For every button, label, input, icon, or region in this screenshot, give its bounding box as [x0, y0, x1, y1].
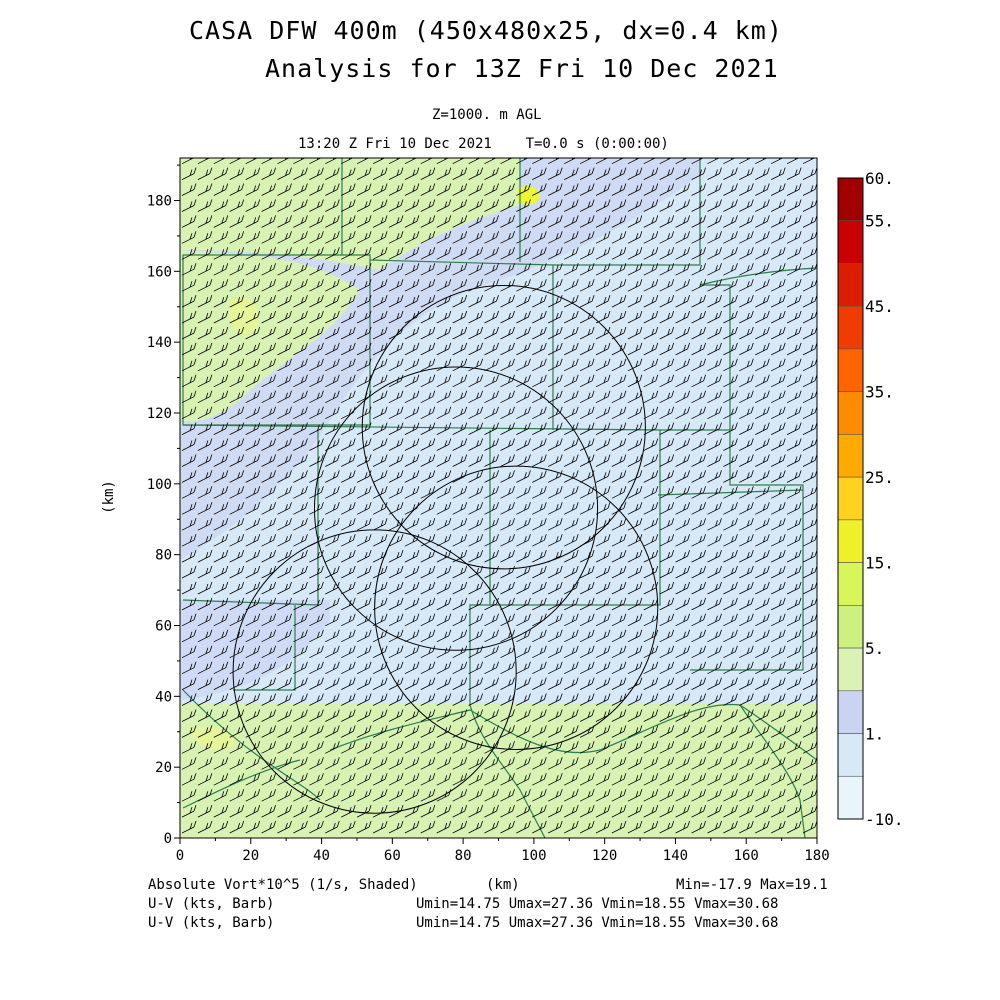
- y-tick-label: 80: [155, 548, 172, 564]
- colorbar-segment: [837, 476, 864, 521]
- wind-label-1: U-V (kts, Barb): [148, 896, 275, 912]
- y-tick-label: 40: [155, 689, 172, 705]
- county-boundaries: [182, 158, 817, 838]
- wind-barb-field: [181, 158, 817, 834]
- colorbar-segment: [837, 305, 864, 350]
- colorbar-segment: [837, 519, 864, 563]
- region-upper-left-green: [180, 250, 360, 422]
- vorticity-field: [180, 158, 817, 838]
- y-tick-label: 160: [147, 264, 172, 280]
- colorbar-segment: [837, 348, 864, 392]
- colorbar-label: -10.: [865, 810, 904, 829]
- x-tick-label: 60: [384, 848, 401, 864]
- county-line: [182, 424, 661, 705]
- y-tick-label: 120: [147, 406, 172, 422]
- lavender-swath-north: [180, 158, 700, 560]
- range-ring: [313, 366, 599, 651]
- colorbar-label: 15.: [865, 554, 894, 573]
- wind-label-2: U-V (kts, Barb): [148, 915, 275, 931]
- title-line-1: CASA DFW 400m (450x480x25, dx=0.4 km): [189, 16, 783, 45]
- county-line: [690, 284, 804, 671]
- colorbar-label: 55.: [865, 212, 894, 231]
- x-tick-label: 100: [521, 848, 546, 864]
- colorbar-segment: [837, 263, 864, 307]
- range-ring: [374, 465, 659, 750]
- colorbar-segment: [837, 391, 864, 435]
- colorbar-segment: [837, 562, 864, 606]
- county-line: [182, 689, 321, 801]
- x-tick-label: 120: [592, 848, 617, 864]
- county-line: [469, 704, 546, 838]
- colorbar-label: 1.: [865, 725, 884, 744]
- colorbar-label: 45.: [865, 297, 894, 316]
- colorbar-segment: [837, 775, 864, 820]
- county-line: [657, 489, 804, 496]
- x-tick-label: 180: [804, 848, 829, 864]
- title-line-2: Analysis for 13Z Fri 10 Dec 2021: [265, 54, 779, 83]
- county-line: [329, 703, 817, 761]
- wind-stats-2: Umin=14.75 Umax=27.36 Vmin=18.55 Vmax=30…: [416, 915, 779, 931]
- y-tick-label: 180: [147, 194, 172, 210]
- colorbar-segment: [837, 605, 864, 649]
- y-tick-label: 20: [155, 760, 172, 776]
- field-label: Absolute Vort*10^5 (1/s, Shaded): [148, 877, 418, 893]
- y-tick-label: 100: [147, 477, 172, 493]
- region-yellow-spot: [518, 185, 540, 205]
- colorbar-segment: [837, 690, 864, 734]
- level-label: Z=1000. m AGL: [432, 107, 542, 123]
- range-ring: [361, 285, 646, 570]
- colorbar-label: 35.: [865, 383, 894, 402]
- y-tick-label: 0: [164, 831, 172, 847]
- colorbar-label: 60.: [865, 169, 894, 188]
- county-line: [233, 605, 296, 691]
- time-label: 13:20 Z Fri 10 Dec 2021 T=0.0 s (0:00:00…: [298, 136, 669, 152]
- x-tick-label: 80: [455, 848, 472, 864]
- colorbar-label: 25.: [865, 468, 894, 487]
- colorbar: 60. 55. 45. 35. 25. 15. 5. 1. -10.: [837, 169, 904, 829]
- colorbar-segment: [837, 733, 864, 777]
- y-tick-label: 140: [147, 335, 172, 351]
- x-tick-label: 20: [242, 848, 259, 864]
- x-tick-label: 0: [176, 848, 184, 864]
- axes: 0 20 40 60 80 100 120 140 160 180 0 20 40 60 80 100 120 1…: [147, 164, 830, 864]
- x-axis-label: (km): [486, 877, 520, 893]
- x-tick-label: 140: [663, 848, 688, 864]
- patch-bright-green: [229, 297, 259, 336]
- colorbar-segment: [837, 647, 864, 692]
- colorbar-segment: [837, 220, 864, 264]
- colorbar-frame: [837, 177, 864, 820]
- y-axis-label: (km): [100, 480, 117, 514]
- region-bottom-green-band: [180, 703, 817, 838]
- x-tick-label: 40: [313, 848, 330, 864]
- colorbar-label: 5.: [865, 639, 884, 658]
- field-min-max: Min=-17.9 Max=19.1: [676, 877, 828, 893]
- wind-stats-1: Umin=14.75 Umax=27.36 Vmin=18.55 Vmax=30…: [416, 896, 779, 912]
- county-line: [699, 267, 817, 286]
- colorbar-segment: [837, 177, 864, 222]
- colorbar-segment: [837, 434, 864, 478]
- county-line: [182, 759, 301, 809]
- x-tick-label: 160: [734, 848, 759, 864]
- county-line: [553, 158, 701, 266]
- wind-barbs: [181, 158, 817, 834]
- y-tick-label: 60: [155, 619, 172, 635]
